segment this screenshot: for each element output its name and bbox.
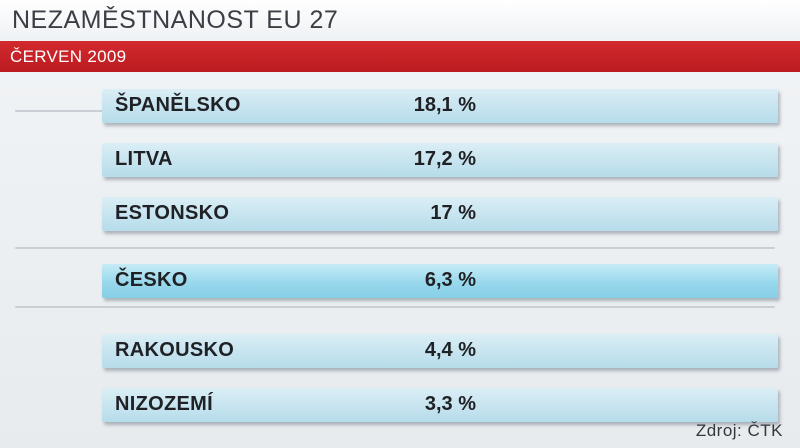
country-name: NIZOZEMÍ [115, 393, 213, 415]
page-title: NEZAMĚSTNANOST EU 27 [12, 6, 339, 34]
date-label: ČERVEN 2009 [10, 47, 127, 66]
country-name: ŠPANĚLSKO [115, 94, 241, 116]
unemployment-rate: 3,3 % [424, 393, 476, 415]
unemployment-rate: 4,4 % [424, 339, 476, 361]
ranking-row: RAKOUSKO 4,4 % [102, 334, 778, 368]
unemployment-rate: 18,1 % [413, 94, 476, 116]
divider [15, 247, 775, 249]
source-credit: Zdroj: ČTK [695, 421, 783, 440]
unemployment-rate: 17,2 % [413, 148, 476, 170]
ranking-panel [0, 72, 800, 448]
country-name: ESTONSKO [115, 202, 230, 224]
ranking-row: ŠPANĚLSKO 18,1 % [102, 89, 778, 123]
ranking-row: NIZOZEMÍ 3,3 % [102, 388, 778, 422]
title-bar: NEZAMĚSTNANOST EU 27 [0, 0, 800, 40]
unemployment-rate: 17 % [430, 202, 476, 224]
country-name: ČESKO [115, 269, 188, 291]
country-name: LITVA [115, 148, 173, 170]
ranking-row-highlighted: ČESKO 6,3 % [102, 264, 778, 298]
divider [15, 306, 775, 308]
subtitle-banner: ČERVEN 2009 [0, 41, 800, 72]
ranking-row: ESTONSKO 17 % [102, 197, 778, 231]
country-name: RAKOUSKO [115, 339, 235, 361]
ranking-row: LITVA 17,2 % [102, 143, 778, 177]
unemployment-rate: 6,3 % [424, 269, 476, 291]
